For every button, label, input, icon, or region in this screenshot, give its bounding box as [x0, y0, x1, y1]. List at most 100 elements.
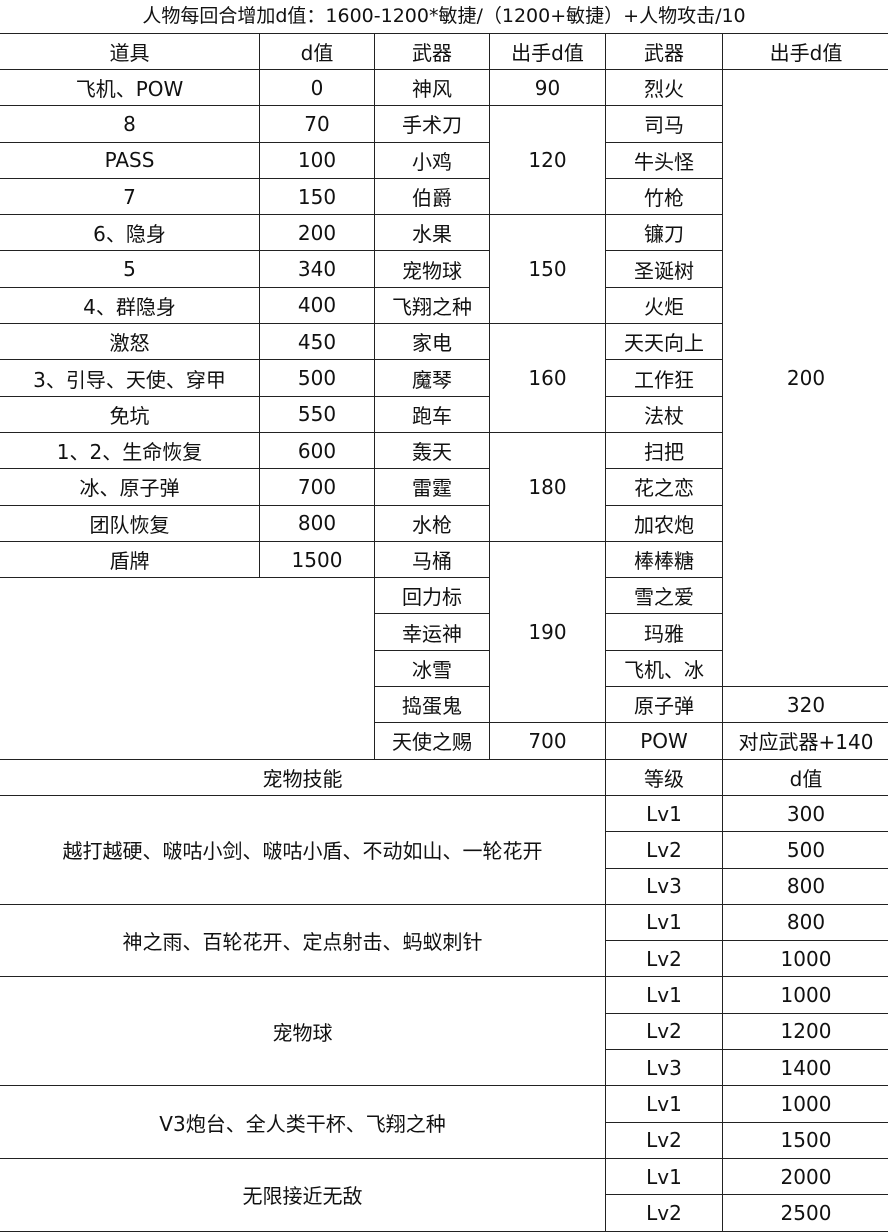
- weapon-name: POW: [606, 723, 723, 759]
- pet-skill-name: 神之雨、百轮花开、定点射击、蚂蚁刺针: [0, 904, 606, 977]
- item-d-value: 100: [260, 142, 375, 178]
- item-d-value: 0: [260, 70, 375, 106]
- weapon-name: 花之恋: [606, 469, 723, 505]
- weapon-name: 轰天: [375, 432, 490, 468]
- column-header: 出手d值: [723, 34, 888, 70]
- item-d-value: 500: [260, 360, 375, 396]
- item-name: 激怒: [0, 324, 260, 360]
- weapon-name: 圣诞树: [606, 251, 723, 287]
- pet-d-value: 1400: [723, 1050, 888, 1086]
- weapon-name: 捣蛋鬼: [375, 687, 490, 723]
- pet-d-value: 1000: [723, 941, 888, 977]
- weapon-name: 水果: [375, 215, 490, 251]
- weapon-d-value: 180: [490, 432, 606, 541]
- weapon-name: 棒棒糖: [606, 541, 723, 577]
- weapon-d-value: 190: [490, 541, 606, 722]
- pet-d-value: 1000: [723, 1086, 888, 1122]
- pet-skill-name: V3炮台、全人类干杯、飞翔之种: [0, 1086, 606, 1159]
- pet-d-value: 1500: [723, 1122, 888, 1158]
- pet-d-value: 2000: [723, 1158, 888, 1194]
- item-name: 5: [0, 251, 260, 287]
- weapon-name: 水枪: [375, 505, 490, 541]
- weapon-d-value: 160: [490, 324, 606, 433]
- column-header: d值: [260, 34, 375, 70]
- item-name: 盾牌: [0, 541, 260, 577]
- item-name: 8: [0, 106, 260, 142]
- pet-d-value: 2500: [723, 1195, 888, 1231]
- item-d-value: 70: [260, 106, 375, 142]
- weapon-name: 小鸡: [375, 142, 490, 178]
- weapon-name: 回力标: [375, 578, 490, 614]
- pet-d-value: 300: [723, 795, 888, 831]
- item-name: 3、引导、天使、穿甲: [0, 360, 260, 396]
- weapon-name: 原子弹: [606, 687, 723, 723]
- item-d-value: 450: [260, 324, 375, 360]
- column-header: 等级: [606, 759, 723, 795]
- weapon-name: 雪之爱: [606, 578, 723, 614]
- item-d-value: 800: [260, 505, 375, 541]
- item-name: 4、群隐身: [0, 287, 260, 323]
- pet-level: Lv3: [606, 1050, 723, 1086]
- item-d-value: 150: [260, 178, 375, 214]
- item-name: 1、2、生命恢复: [0, 432, 260, 468]
- pet-level: Lv1: [606, 1086, 723, 1122]
- pet-d-value: 1200: [723, 1013, 888, 1049]
- empty-cell: [0, 578, 375, 759]
- item-name: PASS: [0, 142, 260, 178]
- weapon-name: 加农炮: [606, 505, 723, 541]
- pet-level: Lv2: [606, 1013, 723, 1049]
- weapon-name: 天使之赐: [375, 723, 490, 759]
- pet-d-value: 500: [723, 832, 888, 868]
- weapon-name: 镰刀: [606, 215, 723, 251]
- item-d-value: 700: [260, 469, 375, 505]
- column-header: 武器: [606, 34, 723, 70]
- weapon-name: 烈火: [606, 70, 723, 106]
- pet-d-value: 800: [723, 904, 888, 940]
- item-d-value: 340: [260, 251, 375, 287]
- weapon-name: 跑车: [375, 396, 490, 432]
- weapon-name: 法杖: [606, 396, 723, 432]
- weapon-name: 宠物球: [375, 251, 490, 287]
- item-d-value: 550: [260, 396, 375, 432]
- weapon-name: 飞机、冰: [606, 650, 723, 686]
- pet-level: Lv2: [606, 832, 723, 868]
- weapon-d-value: 320: [723, 687, 888, 723]
- item-name: 免坑: [0, 396, 260, 432]
- pet-level: Lv1: [606, 977, 723, 1013]
- weapon-d-value: 120: [490, 106, 606, 215]
- pet-level: Lv1: [606, 1158, 723, 1194]
- weapon-name: 手术刀: [375, 106, 490, 142]
- pet-d-value: 800: [723, 868, 888, 904]
- weapon-d-value: 200: [723, 70, 888, 687]
- pet-level: Lv3: [606, 868, 723, 904]
- column-header: 出手d值: [490, 34, 606, 70]
- weapon-name: 马桶: [375, 541, 490, 577]
- item-name: 飞机、POW: [0, 70, 260, 106]
- column-header: 宠物技能: [0, 759, 606, 795]
- weapon-name: 雷霆: [375, 469, 490, 505]
- pet-level: Lv2: [606, 1195, 723, 1231]
- pet-level: Lv2: [606, 1122, 723, 1158]
- weapon-name: 工作狂: [606, 360, 723, 396]
- pet-d-value: 1000: [723, 977, 888, 1013]
- pet-skill-name: 越打越硬、啵咕小剑、啵咕小盾、不动如山、一轮花开: [0, 795, 606, 904]
- weapon-name: 扫把: [606, 432, 723, 468]
- weapon-name: 玛雅: [606, 614, 723, 650]
- item-name: 6、隐身: [0, 215, 260, 251]
- weapon-name: 神风: [375, 70, 490, 106]
- pet-skill-name: 宠物球: [0, 977, 606, 1086]
- column-header: d值: [723, 759, 888, 795]
- item-d-value: 400: [260, 287, 375, 323]
- weapon-name: 飞翔之种: [375, 287, 490, 323]
- weapon-name: 魔琴: [375, 360, 490, 396]
- pet-level: Lv2: [606, 941, 723, 977]
- weapon-d-value: 150: [490, 215, 606, 324]
- item-d-value: 600: [260, 432, 375, 468]
